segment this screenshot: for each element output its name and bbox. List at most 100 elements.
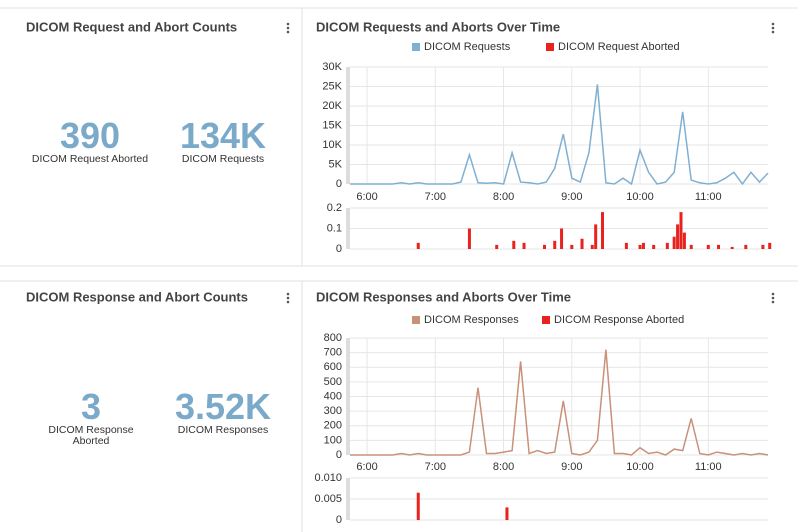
bar bbox=[601, 212, 605, 249]
stat-value: 3 bbox=[80, 386, 102, 427]
bar bbox=[590, 244, 594, 249]
x-tick-label: 10:00 bbox=[626, 461, 654, 473]
series-line bbox=[350, 349, 769, 456]
stat: 3 DICOM Response Aborted bbox=[46, 389, 136, 447]
y-tick-label: 600 bbox=[324, 361, 342, 373]
panel-title: DICOM Response and Abort Counts bbox=[26, 289, 248, 304]
legend-swatch bbox=[412, 316, 420, 324]
y-tick-label: 25K bbox=[322, 80, 342, 92]
bar bbox=[560, 228, 564, 249]
bar bbox=[744, 244, 748, 249]
y-tick-label: 20K bbox=[322, 100, 342, 112]
menu-icon[interactable] bbox=[771, 292, 775, 304]
scroll-strip bbox=[346, 338, 350, 455]
y-tick-label: 200 bbox=[324, 420, 342, 432]
bar bbox=[638, 244, 642, 249]
y-tick-label: 500 bbox=[324, 376, 342, 388]
stat-label: DICOM Response Aborted bbox=[48, 424, 134, 447]
bar bbox=[495, 244, 499, 249]
x-tick-label: 7:00 bbox=[425, 461, 446, 473]
y-tick-label: 0.1 bbox=[327, 222, 342, 234]
legend-label: DICOM Responses bbox=[424, 314, 519, 326]
bar bbox=[717, 244, 721, 249]
bar bbox=[594, 224, 598, 249]
y-tick-label: 800 bbox=[324, 332, 342, 344]
bar bbox=[706, 244, 710, 249]
legend-label: DICOM Requests bbox=[424, 41, 511, 53]
menu-icon[interactable] bbox=[286, 22, 290, 34]
stat-label: DICOM Requests bbox=[181, 153, 265, 165]
stat-value: 134K bbox=[179, 115, 267, 156]
x-tick-label: 6:00 bbox=[356, 191, 377, 203]
stat-value: 3.52K bbox=[174, 386, 272, 427]
bar bbox=[761, 244, 765, 249]
stat-label: DICOM Responses bbox=[177, 424, 269, 436]
bar bbox=[505, 507, 509, 520]
y-tick-label: 300 bbox=[324, 405, 342, 417]
menu-icon[interactable] bbox=[771, 22, 775, 34]
y-tick-label: 100 bbox=[324, 434, 342, 446]
stat: 134K DICOM Requests bbox=[163, 118, 283, 165]
bar bbox=[689, 244, 693, 249]
bar bbox=[416, 242, 420, 249]
stat-value: 390 bbox=[59, 115, 121, 156]
y-tick-label: 0.010 bbox=[314, 472, 342, 484]
y-tick-label: 30K bbox=[322, 61, 342, 73]
x-tick-label: 7:00 bbox=[425, 191, 446, 203]
bar bbox=[730, 246, 734, 249]
bar bbox=[672, 236, 676, 249]
y-tick-label: 0.2 bbox=[327, 202, 342, 214]
legend-swatch bbox=[542, 316, 550, 324]
legend-label: DICOM Request Aborted bbox=[558, 41, 680, 53]
bar bbox=[467, 228, 471, 249]
stat-label: DICOM Request Aborted bbox=[31, 153, 149, 165]
x-tick-label: 6:00 bbox=[356, 461, 377, 473]
y-tick-label: 15K bbox=[322, 119, 342, 131]
bar bbox=[416, 492, 420, 520]
series-line bbox=[350, 84, 769, 186]
bar bbox=[768, 242, 772, 249]
x-tick-label: 11:00 bbox=[695, 461, 722, 473]
stat: 3.52K DICOM Responses bbox=[163, 389, 283, 436]
bar bbox=[522, 242, 526, 249]
legend-label: DICOM Response Aborted bbox=[554, 314, 684, 326]
legend-swatch bbox=[412, 43, 420, 51]
bar bbox=[570, 244, 574, 249]
bar bbox=[553, 240, 557, 249]
y-tick-label: 0.005 bbox=[314, 493, 342, 505]
x-tick-label: 8:00 bbox=[493, 191, 514, 203]
panel-title: DICOM Requests and Aborts Over Time bbox=[316, 19, 560, 34]
bar bbox=[624, 242, 628, 249]
menu-icon[interactable] bbox=[286, 292, 290, 304]
x-tick-label: 11:00 bbox=[695, 191, 722, 203]
scroll-strip bbox=[346, 478, 350, 520]
panel-title: DICOM Request and Abort Counts bbox=[26, 19, 237, 34]
bar bbox=[676, 224, 680, 249]
bar bbox=[665, 242, 669, 249]
bar bbox=[652, 244, 656, 249]
scroll-strip bbox=[346, 67, 350, 184]
legend-swatch bbox=[546, 43, 554, 51]
y-tick-label: 0 bbox=[336, 514, 342, 526]
y-tick-label: 5K bbox=[329, 158, 343, 170]
x-tick-label: 10:00 bbox=[626, 191, 654, 203]
stat: 390 DICOM Request Aborted bbox=[30, 118, 150, 165]
y-tick-label: 0 bbox=[336, 243, 342, 255]
bar bbox=[679, 212, 683, 249]
bar bbox=[682, 232, 686, 249]
x-tick-label: 8:00 bbox=[493, 461, 514, 473]
panel-title: DICOM Responses and Aborts Over Time bbox=[316, 289, 571, 304]
bar bbox=[512, 240, 516, 249]
bar bbox=[580, 238, 584, 249]
y-tick-label: 400 bbox=[324, 390, 342, 402]
y-tick-label: 0 bbox=[336, 449, 342, 461]
bar bbox=[641, 242, 645, 249]
scroll-strip bbox=[346, 208, 350, 249]
x-tick-label: 9:00 bbox=[561, 191, 582, 203]
bar bbox=[542, 244, 546, 249]
y-tick-label: 10K bbox=[322, 139, 342, 151]
x-tick-label: 9:00 bbox=[561, 461, 582, 473]
y-tick-label: 700 bbox=[324, 347, 342, 359]
